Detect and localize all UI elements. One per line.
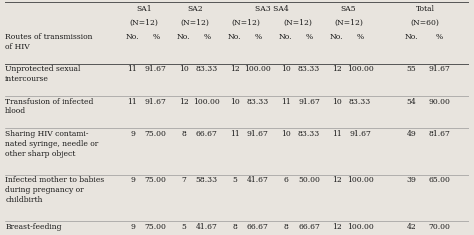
Text: 49: 49 <box>406 130 416 138</box>
Text: 39: 39 <box>406 176 416 184</box>
Text: No.: No. <box>228 33 241 41</box>
Text: 66.67: 66.67 <box>196 130 218 138</box>
Text: 66.67: 66.67 <box>247 223 269 231</box>
Text: 10: 10 <box>332 98 342 106</box>
Text: %: % <box>255 33 262 41</box>
Text: 11: 11 <box>128 98 137 106</box>
Text: 9: 9 <box>130 176 135 184</box>
Text: 100.00: 100.00 <box>346 223 374 231</box>
Text: 58.33: 58.33 <box>196 176 218 184</box>
Text: 12: 12 <box>332 223 342 231</box>
Text: 100.00: 100.00 <box>346 176 374 184</box>
Text: SA5: SA5 <box>341 5 356 13</box>
Text: 5: 5 <box>232 176 237 184</box>
Text: 91.67: 91.67 <box>428 66 450 74</box>
Text: SA2: SA2 <box>187 5 203 13</box>
Text: %: % <box>305 33 312 41</box>
Text: 75.00: 75.00 <box>145 130 167 138</box>
Text: No.: No. <box>279 33 292 41</box>
Text: SA3 SA4: SA3 SA4 <box>255 5 289 13</box>
Text: %: % <box>152 33 159 41</box>
Text: 83.33: 83.33 <box>196 66 218 74</box>
Text: 66.67: 66.67 <box>298 223 320 231</box>
Text: 81.67: 81.67 <box>428 130 450 138</box>
Text: (N=12): (N=12) <box>130 19 158 27</box>
Text: 100.00: 100.00 <box>346 66 374 74</box>
Text: 91.67: 91.67 <box>298 98 320 106</box>
Text: 12: 12 <box>179 98 189 106</box>
Text: 7: 7 <box>181 176 186 184</box>
Text: 10: 10 <box>281 66 291 74</box>
Text: 100.00: 100.00 <box>245 66 271 74</box>
Text: %: % <box>203 33 210 41</box>
Text: 8: 8 <box>283 223 288 231</box>
Text: No.: No. <box>404 33 418 41</box>
Text: 65.00: 65.00 <box>428 176 450 184</box>
Text: No.: No. <box>330 33 344 41</box>
Text: Sharing HIV contami-
nated syringe, needle or
other sharp object: Sharing HIV contami- nated syringe, need… <box>5 130 99 157</box>
Text: 6: 6 <box>283 176 288 184</box>
Text: 10: 10 <box>230 98 239 106</box>
Text: 83.33: 83.33 <box>298 130 320 138</box>
Text: 90.00: 90.00 <box>428 98 450 106</box>
Text: 9: 9 <box>130 130 135 138</box>
Text: 75.00: 75.00 <box>145 223 167 231</box>
Text: Transfusion of infected
blood: Transfusion of infected blood <box>5 98 93 115</box>
Text: 11: 11 <box>332 130 342 138</box>
Text: 91.67: 91.67 <box>349 130 371 138</box>
Text: 54: 54 <box>406 98 416 106</box>
Text: 12: 12 <box>332 66 342 74</box>
Text: Routes of transmission
of HIV: Routes of transmission of HIV <box>5 33 93 51</box>
Text: Unprotected sexual
intercourse: Unprotected sexual intercourse <box>5 66 81 83</box>
Text: 83.33: 83.33 <box>349 98 371 106</box>
Text: Infected mother to babies
during pregnancy or
childbirth: Infected mother to babies during pregnan… <box>5 176 104 204</box>
Text: 41.67: 41.67 <box>247 176 269 184</box>
Text: (N=12): (N=12) <box>283 19 312 27</box>
Text: 8: 8 <box>181 130 186 138</box>
Text: 100.00: 100.00 <box>193 98 220 106</box>
Text: Breast-feeding: Breast-feeding <box>5 223 62 231</box>
Text: 10: 10 <box>281 130 291 138</box>
Text: 75.00: 75.00 <box>145 176 167 184</box>
Text: No.: No. <box>126 33 139 41</box>
Text: 11: 11 <box>230 130 239 138</box>
Text: 83.33: 83.33 <box>247 98 269 106</box>
Text: 11: 11 <box>128 66 137 74</box>
Text: 42: 42 <box>406 223 416 231</box>
Text: 91.67: 91.67 <box>145 66 167 74</box>
Text: 83.33: 83.33 <box>298 66 320 74</box>
Text: 11: 11 <box>281 98 291 106</box>
Text: (N=12): (N=12) <box>334 19 363 27</box>
Text: 12: 12 <box>230 66 239 74</box>
Text: (N=60): (N=60) <box>410 19 439 27</box>
Text: 70.00: 70.00 <box>428 223 450 231</box>
Text: Total: Total <box>416 5 435 13</box>
Text: 55: 55 <box>406 66 416 74</box>
Text: 9: 9 <box>130 223 135 231</box>
Text: (N=12): (N=12) <box>181 19 210 27</box>
Text: %: % <box>356 33 364 41</box>
Text: (N=12): (N=12) <box>232 19 261 27</box>
Text: 5: 5 <box>181 223 186 231</box>
Text: %: % <box>436 33 443 41</box>
Text: 12: 12 <box>332 176 342 184</box>
Text: 10: 10 <box>179 66 189 74</box>
Text: 41.67: 41.67 <box>196 223 218 231</box>
Text: 91.67: 91.67 <box>247 130 269 138</box>
Text: No.: No. <box>177 33 191 41</box>
Text: 8: 8 <box>232 223 237 231</box>
Text: 91.67: 91.67 <box>145 98 167 106</box>
Text: SA1: SA1 <box>137 5 152 13</box>
Text: 50.00: 50.00 <box>298 176 320 184</box>
